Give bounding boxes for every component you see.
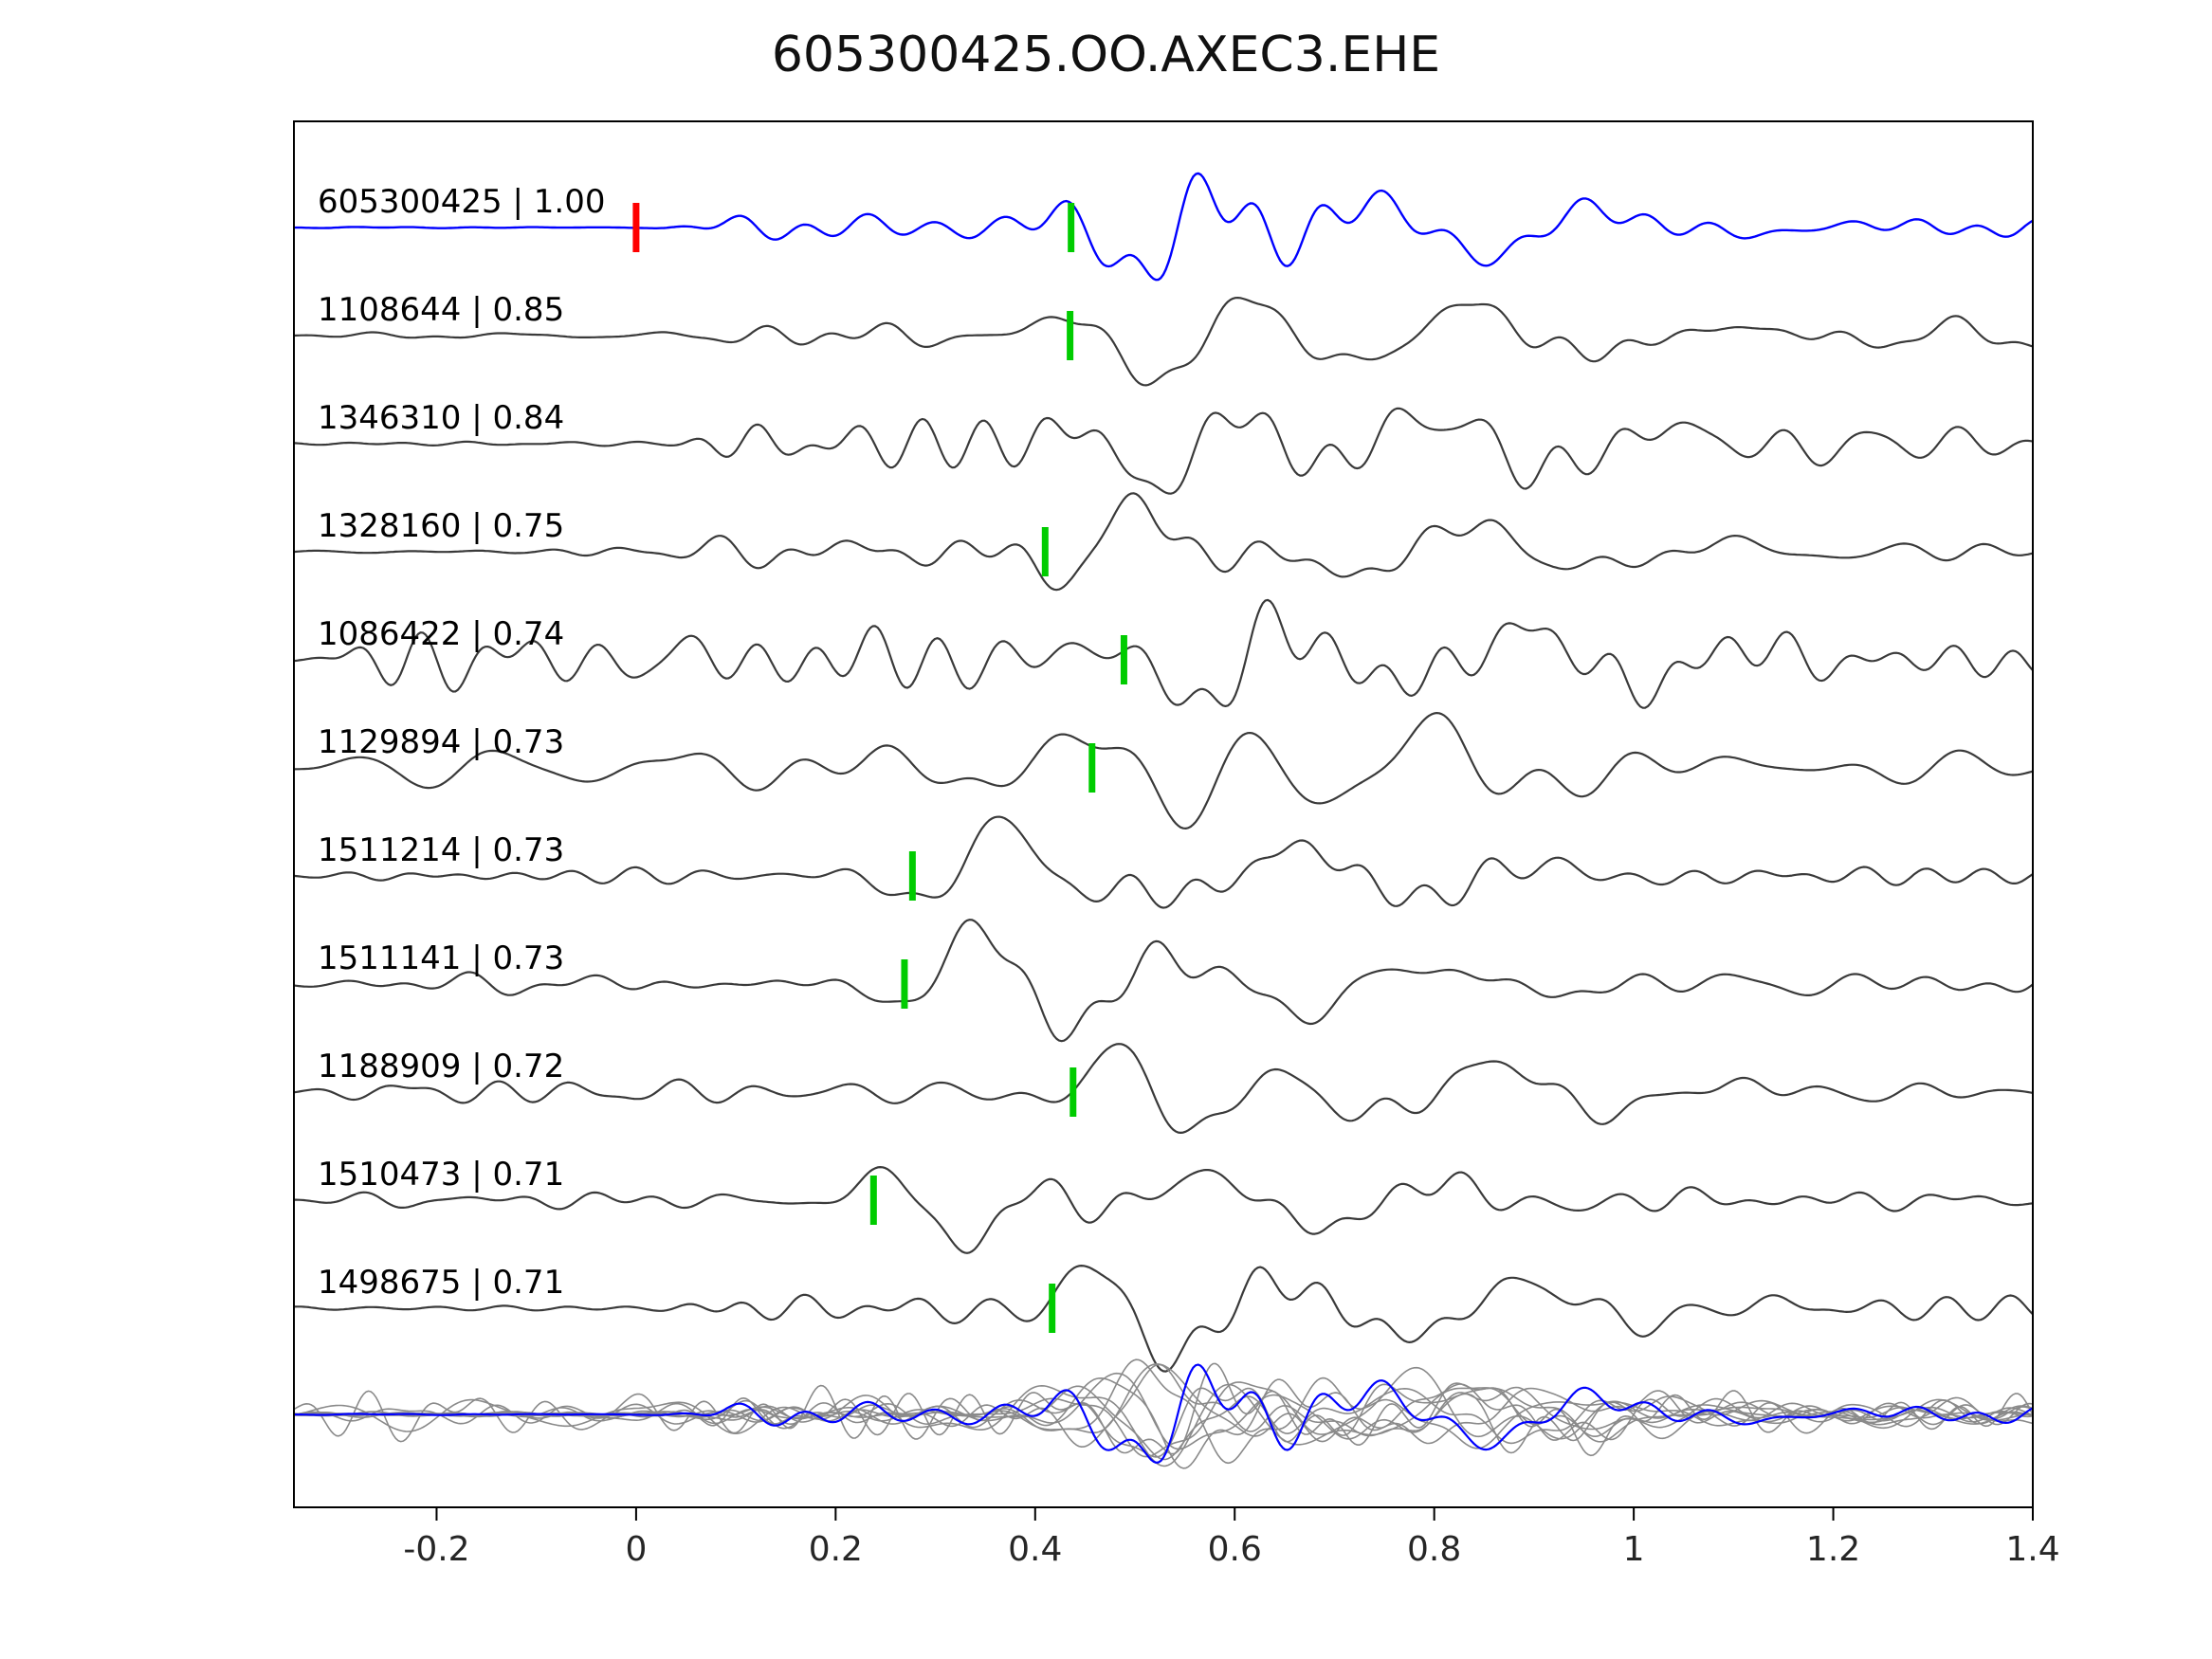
x-tick-label: 1.4 <box>2005 1530 2059 1569</box>
overlay-trace-1108644 <box>294 1381 2033 1458</box>
x-tick-label: -0.2 <box>403 1530 469 1569</box>
trace-1086422 <box>294 598 2033 709</box>
trace-label-1108644: 1108644 | 0.85 <box>318 291 564 329</box>
trace-1346310 <box>294 407 2033 495</box>
trace-label-1511141: 1511141 | 0.73 <box>318 939 564 977</box>
trace-label-1346310: 1346310 | 0.84 <box>318 399 564 437</box>
overlay-trace-1498675 <box>294 1377 2033 1469</box>
trace-label-1498675: 1498675 | 0.71 <box>318 1264 564 1302</box>
trace-1510473 <box>294 1166 2033 1254</box>
traces-group <box>294 172 2033 1469</box>
trace-label-1510473: 1510473 | 0.71 <box>318 1156 564 1194</box>
trace-label-1511214: 1511214 | 0.73 <box>318 831 564 869</box>
trace-1188909 <box>294 1043 2033 1134</box>
trace-1129894 <box>294 712 2033 830</box>
overlay-group <box>294 1358 2033 1469</box>
x-tick-label: 0.6 <box>1208 1530 1262 1569</box>
x-tick-label: 0.2 <box>809 1530 863 1569</box>
overlay-trace-605300425 <box>294 1363 2033 1464</box>
overlay-trace-1086422 <box>294 1362 2033 1457</box>
trace-label-605300425: 605300425 | 1.00 <box>318 183 605 221</box>
trace-605300425 <box>294 172 2033 282</box>
picks-group <box>632 203 1127 1333</box>
trace-1108644 <box>294 297 2033 387</box>
trace-1498675 <box>294 1265 2033 1373</box>
x-tick-label: 1 <box>1623 1530 1645 1569</box>
trace-1328160 <box>294 492 2033 592</box>
x-tick-label: 1.2 <box>1806 1530 1860 1569</box>
trace-label-1086422: 1086422 | 0.74 <box>318 615 564 653</box>
overlay-trace-1510473 <box>294 1385 2033 1461</box>
figure-title: 605300425.OO.AXEC3.EHE <box>771 27 1441 83</box>
trace-label-1328160: 1328160 | 0.75 <box>318 507 564 545</box>
x-tick-label: 0.4 <box>1008 1530 1062 1569</box>
x-tick-label: 0 <box>625 1530 647 1569</box>
trace-1511214 <box>294 815 2033 909</box>
trace-label-1188909: 1188909 | 0.72 <box>318 1048 564 1085</box>
x-tick-label: 0.8 <box>1407 1530 1461 1569</box>
overlay-trace-1328160 <box>294 1363 2033 1448</box>
axes-frame <box>293 120 2034 1508</box>
trace-1511141 <box>294 919 2033 1043</box>
trace-label-1129894: 1129894 | 0.73 <box>318 723 564 761</box>
